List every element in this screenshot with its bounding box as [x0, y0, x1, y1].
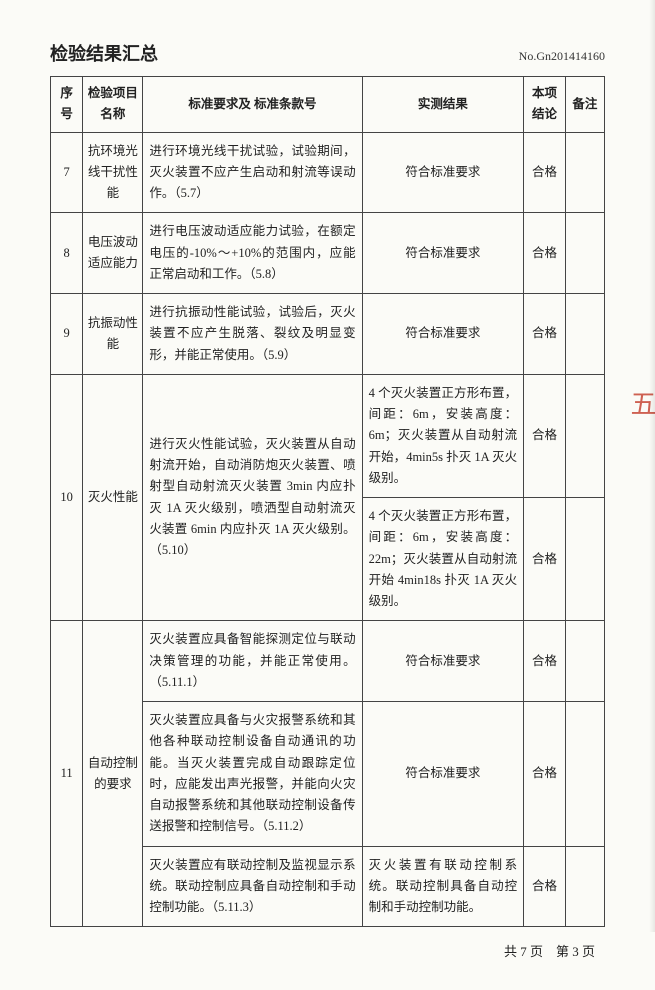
- table-row: 7抗环境光线干扰性能进行环境光线干扰试验，试验期间，灭火装置不应产生启动和射流等…: [51, 132, 605, 213]
- inspection-table: 序号 检验项目名称 标准要求及 标准条款号 实测结果 本项结论 备注 7抗环境光…: [50, 76, 605, 927]
- table-cell: [565, 846, 604, 927]
- table-cell: [565, 132, 604, 213]
- table-row: 8电压波动适应能力进行电压波动适应能力试验，在额定电压的-10%～+10%的范围…: [51, 213, 605, 294]
- col-header-req: 标准要求及 标准条款号: [143, 77, 362, 133]
- table-cell: 合格: [524, 621, 566, 702]
- table-cell: 11: [51, 621, 83, 927]
- header: 检验结果汇总 No.Gn201414160: [50, 40, 605, 66]
- table-cell: 抗振动性能: [83, 294, 143, 375]
- table-cell: 自动控制的要求: [83, 621, 143, 927]
- table-cell: 灭火装置应具备与火灾报警系统和其他各种联动控制设备自动通讯的功能。当灭火装置完成…: [143, 702, 362, 847]
- table-cell: 进行灭火性能试验，灭火装置从自动射流开始，自动消防炮灭火装置、喷射型自动射流灭火…: [143, 374, 362, 621]
- table-row: 11自动控制的要求灭火装置应具备智能探测定位与联动决策管理的功能，并能正常使用。…: [51, 621, 605, 702]
- table-cell: 合格: [524, 294, 566, 375]
- table-cell: [565, 294, 604, 375]
- table-cell: 4 个灭火装置正方形布置，间距：6m，安装高度：6m；灭火装置从自动射流开始，4…: [362, 374, 524, 497]
- table-row: 9抗振动性能进行抗振动性能试验，试验后，灭火装置不应产生脱落、裂纹及明显变形，并…: [51, 294, 605, 375]
- table-cell: [565, 374, 604, 497]
- table-cell: 7: [51, 132, 83, 213]
- table-cell: 灭火装置应有联动控制及监视显示系统。联动控制应具备自动控制和手动控制功能。（5.…: [143, 846, 362, 927]
- table-cell: 灭火装置有联动控制系统。联动控制具备自动控制和手动控制功能。: [362, 846, 524, 927]
- col-header-result: 实测结果: [362, 77, 524, 133]
- page: 检验结果汇总 No.Gn201414160 序号 检验项目名称 标准要求及 标准…: [0, 0, 655, 990]
- table-header-row: 序号 检验项目名称 标准要求及 标准条款号 实测结果 本项结论 备注: [51, 77, 605, 133]
- table-cell: 合格: [524, 213, 566, 294]
- document-title: 检验结果汇总: [50, 40, 158, 66]
- table-cell: 10: [51, 374, 83, 621]
- table-cell: 灭火性能: [83, 374, 143, 621]
- document-number: No.Gn201414160: [519, 49, 605, 64]
- table-cell: 符合标准要求: [362, 621, 524, 702]
- table-cell: 进行电压波动适应能力试验，在额定电压的-10%～+10%的范围内，应能正常启动和…: [143, 213, 362, 294]
- table-cell: 合格: [524, 498, 566, 621]
- table-cell: [565, 498, 604, 621]
- table-row: 10灭火性能进行灭火性能试验，灭火装置从自动射流开始，自动消防炮灭火装置、喷射型…: [51, 374, 605, 497]
- table-cell: 进行抗振动性能试验，试验后，灭火装置不应产生脱落、裂纹及明显变形，并能正常使用。…: [143, 294, 362, 375]
- table-cell: 符合标准要求: [362, 132, 524, 213]
- table-cell: 合格: [524, 702, 566, 847]
- table-cell: 符合标准要求: [362, 213, 524, 294]
- col-header-name: 检验项目名称: [83, 77, 143, 133]
- col-header-concl: 本项结论: [524, 77, 566, 133]
- table-cell: [565, 621, 604, 702]
- table-cell: 灭火装置应具备智能探测定位与联动决策管理的功能，并能正常使用。（5.11.1）: [143, 621, 362, 702]
- table-cell: 进行环境光线干扰试验，试验期间，灭火装置不应产生启动和射流等误动作。（5.7）: [143, 132, 362, 213]
- col-header-num: 序号: [51, 77, 83, 133]
- page-right-shadow: [649, 0, 655, 932]
- table-cell: 符合标准要求: [362, 702, 524, 847]
- table-cell: [565, 213, 604, 294]
- table-cell: 合格: [524, 132, 566, 213]
- table-cell: 抗环境光线干扰性能: [83, 132, 143, 213]
- col-header-note: 备注: [565, 77, 604, 133]
- page-footer: 共 7 页 第 3 页: [50, 941, 605, 960]
- table-cell: 4 个灭火装置正方形布置，间距：6m，安装高度：22m；灭火装置从自动射流开始 …: [362, 498, 524, 621]
- table-cell: 合格: [524, 846, 566, 927]
- table-cell: 电压波动适应能力: [83, 213, 143, 294]
- table-cell: [565, 702, 604, 847]
- table-cell: 合格: [524, 374, 566, 497]
- table-cell: 符合标准要求: [362, 294, 524, 375]
- table-cell: 8: [51, 213, 83, 294]
- table-cell: 9: [51, 294, 83, 375]
